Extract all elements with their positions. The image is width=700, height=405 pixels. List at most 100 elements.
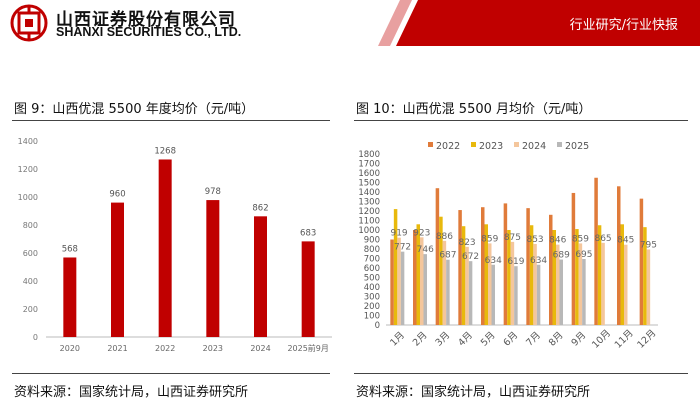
bar [390,239,394,325]
bar [594,177,598,325]
bar [624,244,628,325]
x-tick-label: 2022 [155,344,175,353]
bar [420,237,424,325]
bar [465,246,469,325]
y-tick-label: 700 [364,255,380,265]
y-tick-label: 400 [23,277,38,286]
y-tick-label: 600 [364,264,380,274]
bar [491,264,495,325]
x-tick-label: 5月 [479,330,498,349]
figure-10-top-rule [354,120,688,121]
x-tick-label: 2021 [107,344,127,353]
x-tick-label: 3月 [434,330,453,349]
bar [400,251,405,325]
data-label: 695 [575,250,592,260]
y-tick-label: 900 [364,236,380,246]
x-tick-label: 12月 [635,328,658,351]
figure-10-title: 图 10：山西优混 5500 月均价（元/吨） [356,102,592,117]
bar [533,243,537,325]
monthly-price-chart: 0100200300400500600700800900100011001200… [358,141,658,351]
data-label: 687 [439,251,456,261]
bar [416,224,420,325]
bar [423,254,427,325]
x-tick-label: 11月 [613,328,636,351]
x-tick-label: 8月 [547,330,566,349]
bar [461,226,466,325]
report-header: 山西证券股份有限公司 SHANXI SECURITIES CO., LTD. 行… [0,0,700,46]
data-label: 772 [394,243,411,253]
banner-red-band [396,0,700,46]
y-tick-label: 200 [364,302,380,312]
data-label: 672 [462,252,479,262]
data-label: 619 [507,257,524,267]
bar [552,230,556,325]
x-tick-label: 7月 [524,330,543,349]
bar [503,203,508,325]
figure-9-bottom-rule [12,373,330,374]
x-tick-label: 2025前9月 [287,343,328,353]
bar [111,202,124,337]
bar [549,214,553,325]
y-tick-label: 600 [23,249,38,258]
figure-10-source: 资料来源：国家统计局，山西证券研究所 [356,385,591,400]
x-tick-label: 9月 [570,330,589,349]
x-tick-label: 1月 [388,330,407,349]
y-tick-label: 100 [364,312,380,322]
bar [529,225,534,325]
bar [468,261,473,325]
bar [158,159,172,337]
bar [439,216,443,325]
bar [578,243,583,325]
y-tick-label: 0 [33,333,38,342]
y-tick-label: 1100 [358,217,380,227]
figure-9-title: 图 9：山西优混 5500 年度均价（元/吨） [14,102,255,117]
bar [617,186,621,325]
data-label: 859 [481,234,498,244]
data-label: 845 [617,236,634,246]
y-tick-label: 1800 [358,150,380,160]
y-tick-label: 1400 [358,188,380,198]
x-tick-label: 6月 [502,330,521,349]
x-tick-label: 10月 [590,328,613,351]
y-tick-label: 800 [364,245,380,255]
y-tick-label: 1200 [358,207,380,217]
bar [559,259,563,325]
bar [301,241,315,337]
bar [507,230,511,325]
y-tick-label: 200 [23,305,38,314]
bar [620,224,624,325]
data-label: 875 [504,233,521,243]
legend-label: 2024 [522,141,546,152]
data-label: 923 [413,228,430,238]
legend-label: 2023 [479,141,503,152]
annual-price-chart: 0 200 400 600 800 1000 1200 1400 568 2020 960 2021 1… [18,137,332,353]
header-banner [378,0,700,46]
data-label: 689 [553,251,570,261]
figure-9-top-rule [12,120,330,121]
y-tick-label: 300 [364,293,380,303]
data-label: 795 [640,240,657,250]
company-logo-icon [10,4,48,42]
bar [571,192,576,325]
bar [556,244,560,325]
data-label: 683 [300,228,316,238]
bar [484,224,488,325]
banner-stripe [378,0,412,46]
company-name-cn: 山西证券股份有限公司 [56,10,236,30]
y-tick-label: 1200 [18,165,38,174]
data-label: 568 [62,244,78,254]
bar [575,229,579,325]
y-tick-label: 1300 [358,198,380,208]
x-tick-label: 2月 [411,330,430,349]
y-tick-label: 1500 [358,179,380,189]
data-label: 746 [417,245,434,255]
data-label: 823 [458,238,475,248]
bar [536,264,541,325]
legend-label: 2022 [436,141,460,152]
y-tick-label: 1600 [358,169,380,179]
data-label: 862 [252,203,268,213]
data-label: 846 [549,236,566,246]
bar [435,188,440,325]
y-tick-label: 1000 [358,226,380,236]
bar [582,258,586,325]
